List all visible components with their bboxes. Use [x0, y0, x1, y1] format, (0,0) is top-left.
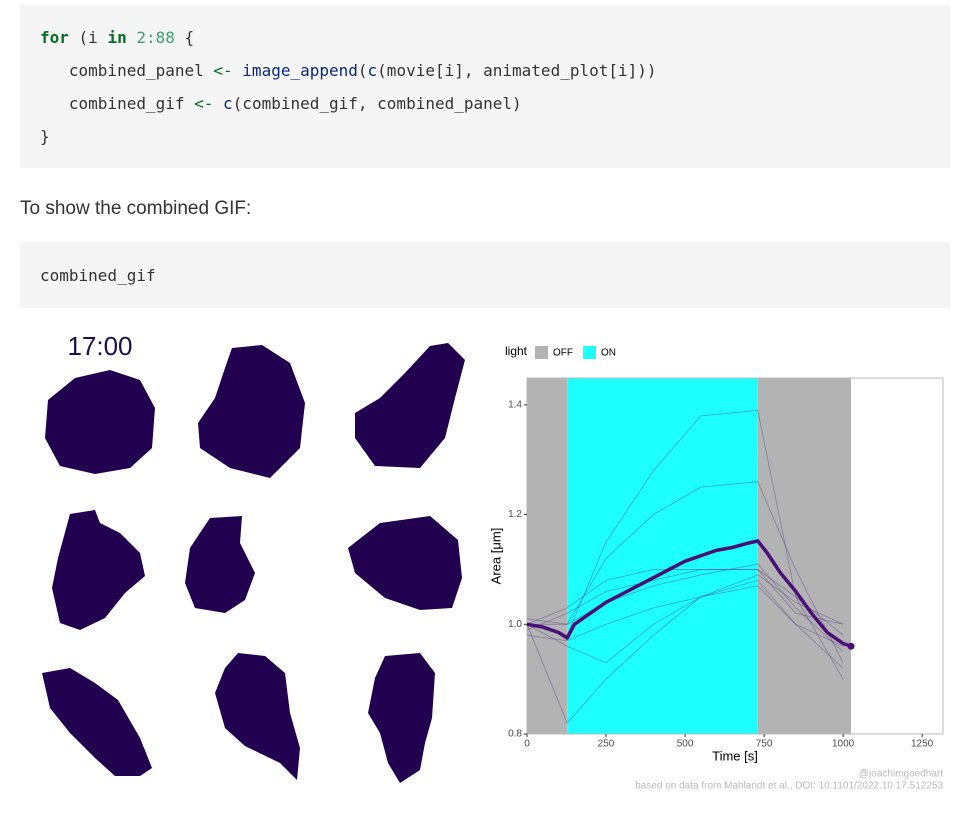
code-token	[233, 61, 243, 80]
x-tick-label: 1250	[911, 739, 934, 750]
legend-swatch	[535, 346, 548, 359]
code-token: combined_panel	[40, 61, 214, 80]
code-block: combined_gif	[20, 242, 950, 308]
light-band	[567, 378, 758, 734]
legend-label: ON	[601, 348, 616, 359]
series-line	[526, 585, 844, 669]
code-token: <-	[213, 61, 233, 80]
series-line	[526, 574, 844, 664]
y-tick-label: 1.2	[508, 509, 522, 520]
code-block: for (i in 2:88 { combined_panel <- image…	[20, 5, 950, 168]
code-token: (i	[68, 28, 108, 47]
end-point	[847, 642, 855, 650]
y-axis-label: Area [μm]	[488, 528, 503, 585]
credit: @joachimgoedhart	[859, 769, 943, 780]
series-line	[526, 580, 844, 724]
series-line	[527, 481, 844, 663]
code-token: in	[107, 28, 127, 47]
legend-title: light	[505, 344, 528, 358]
time-label: 17:00	[67, 331, 132, 361]
light-band	[757, 378, 852, 734]
series-line	[526, 569, 844, 636]
code-line: for (i in 2:88 {	[40, 21, 950, 54]
series-line	[526, 409, 844, 680]
code-token: (movie[i], animated_plot[i]))	[377, 61, 657, 80]
y-tick-label: 1.0	[508, 619, 522, 630]
x-axis-label: Time [s]	[712, 748, 758, 763]
credit: based on data from Mahlandt et al., DOI:…	[635, 781, 943, 792]
x-tick-label: 1000	[832, 739, 855, 750]
y-tick-label: 0.8	[508, 729, 522, 740]
x-tick-label: 750	[756, 739, 773, 750]
paragraph: To show the combined GIF:	[20, 198, 252, 219]
code-token: combined_gif	[40, 266, 156, 285]
code-token: c	[367, 61, 378, 80]
code-line: combined_gif <- c(combined_gif, combined…	[40, 87, 950, 120]
code-token: image_append	[242, 61, 358, 80]
code-token: <-	[194, 94, 214, 113]
code-token: for	[40, 28, 69, 47]
code-token: combined_gif	[40, 94, 195, 113]
code-line: }	[40, 120, 950, 153]
code-token	[127, 28, 137, 47]
code-line: combined_panel <- image_append(c(movie[i…	[40, 54, 950, 87]
code-token: {	[174, 28, 195, 47]
light-band	[527, 378, 568, 734]
series-line	[526, 539, 852, 648]
legend-swatch	[583, 346, 596, 359]
code-token: c	[223, 94, 233, 113]
legend-label: OFF	[553, 348, 573, 359]
figure: 17:00 0 250 500 750 1000 1250 0.8 1.0 1.2 1.4 Time…	[42, 331, 944, 792]
series-line	[526, 569, 844, 625]
y-tick-label: 1.4	[508, 400, 522, 411]
x-tick-label: 0	[524, 739, 530, 750]
x-tick-label: 500	[677, 739, 694, 750]
series-line	[526, 563, 844, 653]
x-tick-label: 250	[598, 739, 615, 750]
code-token: 2:88	[136, 28, 175, 47]
code-token: (combined_gif, combined_panel)	[232, 94, 522, 113]
cell-shapes	[42, 343, 465, 783]
code-token: }	[40, 127, 50, 146]
code-line: combined_gif	[40, 259, 950, 292]
code-token	[213, 94, 223, 113]
code-token: (	[357, 61, 368, 80]
